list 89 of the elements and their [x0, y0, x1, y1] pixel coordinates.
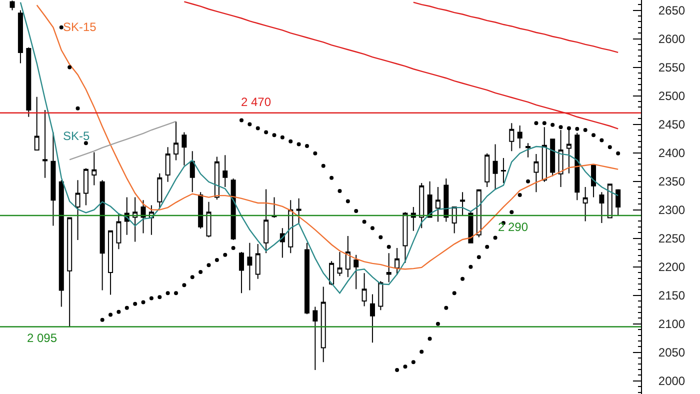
candlestick — [599, 192, 604, 224]
candlestick — [312, 306, 318, 371]
candlestick — [230, 178, 236, 241]
candlestick — [288, 200, 294, 254]
y-tick-label: 2500 — [658, 88, 686, 103]
candlestick — [206, 201, 212, 238]
candlestick — [247, 242, 252, 291]
y-tick-label: 2550 — [658, 60, 686, 74]
candlestick — [476, 188, 482, 238]
candlestick — [50, 132, 56, 226]
candlestick — [500, 157, 506, 184]
candlestick — [157, 172, 162, 209]
candlestick — [132, 196, 138, 242]
y-tick-label: 2200 — [658, 260, 686, 274]
candlestick — [10, 0, 15, 11]
candlestick — [468, 212, 474, 244]
candlestick — [83, 168, 88, 206]
candlestick — [591, 164, 596, 198]
candlestick — [140, 200, 146, 234]
candlestick — [34, 96, 40, 150]
candlestick — [100, 180, 105, 291]
candlestick — [460, 192, 466, 216]
ref-line-label: 2 290 — [498, 220, 528, 234]
candlestick — [58, 180, 64, 308]
candlestick — [582, 186, 588, 222]
ref-line-label: 2 470 — [241, 95, 272, 109]
candlestick — [190, 150, 195, 193]
candlestick — [370, 294, 375, 344]
candlestick — [329, 260, 334, 286]
y-tick-label: 2350 — [658, 174, 686, 189]
y-tick-label: 2000 — [658, 374, 686, 388]
candlestick — [362, 272, 367, 307]
candlestick — [320, 286, 326, 363]
candlestick — [198, 192, 204, 230]
candlestick — [566, 128, 572, 174]
candlestick — [264, 188, 269, 254]
candlestick — [550, 138, 556, 177]
candlestick — [92, 152, 97, 186]
candlestick — [238, 252, 244, 294]
candlestick — [354, 254, 359, 290]
y-tick-label: 2450 — [658, 118, 686, 132]
series-label: SK-15 — [63, 20, 97, 34]
candlestick — [116, 212, 122, 250]
candlestick — [492, 144, 498, 190]
candlestick — [435, 186, 440, 222]
candlestick — [534, 153, 539, 193]
ref-line-label: 2 095 — [27, 331, 58, 345]
candlestick — [574, 132, 580, 201]
candlestick — [222, 154, 228, 188]
candlestick — [444, 178, 449, 222]
y-tick-label: 2050 — [658, 346, 686, 360]
candlestick — [26, 46, 32, 118]
candlestick — [67, 217, 72, 328]
candlestick — [42, 110, 48, 178]
candlestick — [255, 244, 260, 280]
candlestick — [296, 198, 302, 224]
candlestick — [182, 132, 187, 166]
y-tick-label: 2600 — [658, 32, 686, 46]
candlestick — [386, 252, 392, 283]
y-tick-label: 2150 — [658, 288, 686, 303]
candlestick — [509, 122, 514, 152]
series-label: SK-5 — [63, 129, 90, 143]
candlestick — [214, 156, 220, 200]
candlestick — [419, 182, 424, 229]
y-tick-label: 2100 — [658, 317, 686, 332]
candlestick — [616, 188, 621, 216]
candlestick — [337, 252, 342, 276]
y-tick-label: 2250 — [658, 232, 686, 246]
candlestick — [607, 184, 612, 218]
candlestick — [378, 280, 384, 311]
candlestick — [526, 142, 531, 158]
candlestick — [427, 180, 432, 218]
candlestick — [394, 248, 400, 276]
candlestick — [484, 152, 490, 188]
candlestick — [272, 196, 277, 218]
y-tick-label: 2400 — [658, 146, 686, 160]
candlestick — [108, 230, 114, 296]
y-tick-label: 2650 — [658, 3, 686, 18]
candlestick — [542, 126, 547, 182]
candlestick — [165, 146, 170, 182]
candlestick — [517, 124, 522, 149]
candlestick — [304, 242, 310, 315]
candlestick — [402, 212, 408, 264]
candlestick — [345, 236, 350, 278]
line-series — [412, 2, 619, 54]
candlestick — [75, 180, 80, 241]
candlestick — [174, 120, 179, 161]
candlestick — [18, 10, 23, 64]
y-tick-label: 2300 — [658, 203, 686, 218]
